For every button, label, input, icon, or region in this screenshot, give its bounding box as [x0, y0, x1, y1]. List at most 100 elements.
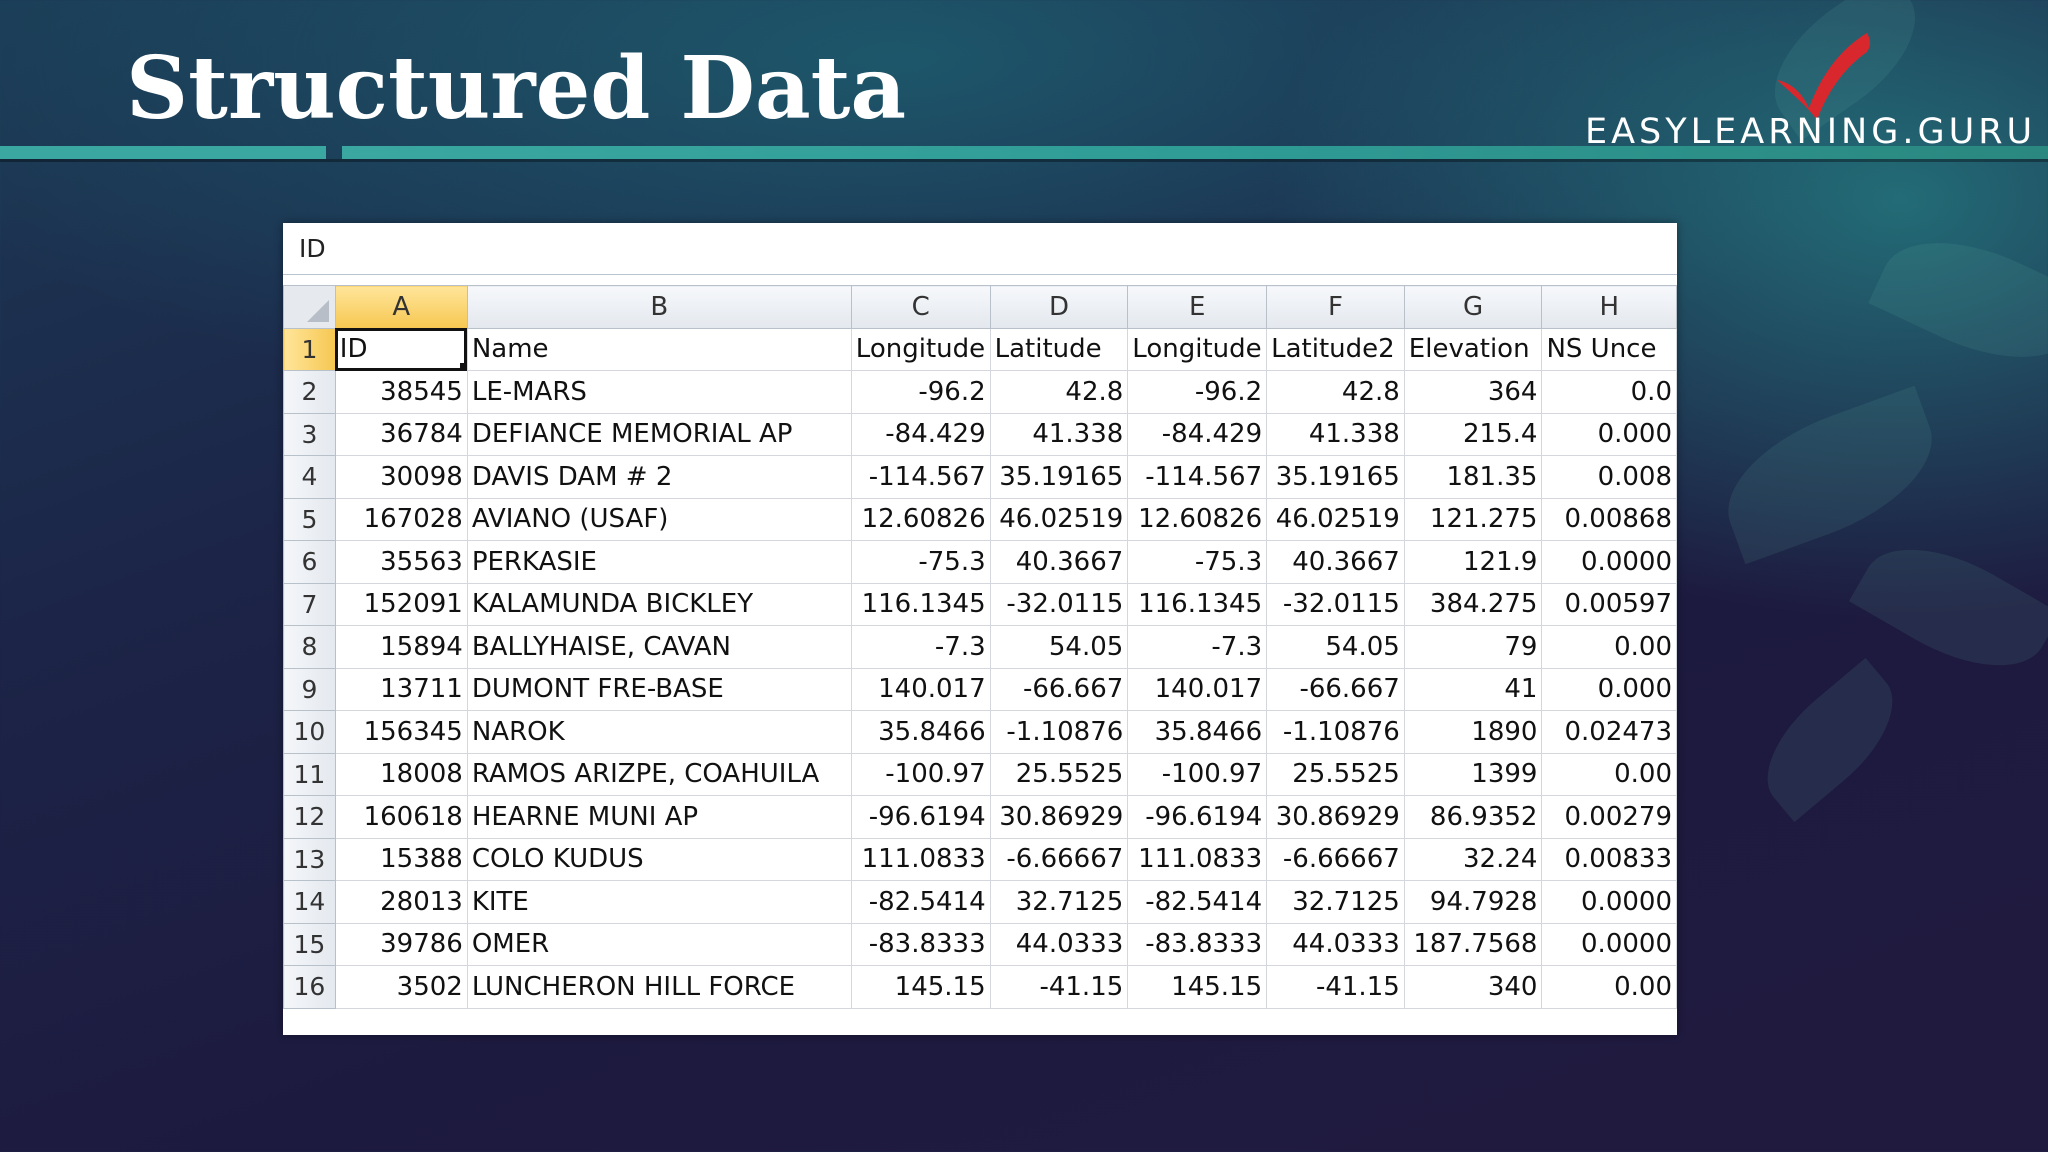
row-header[interactable]: 1 [283, 327, 336, 371]
cell-d6[interactable]: 40.3667 [989, 540, 1129, 584]
cell-b6[interactable]: PERKASIE [466, 540, 852, 584]
cell-h14[interactable]: 0.0000 [1541, 880, 1677, 924]
cell-d3[interactable]: 41.338 [989, 412, 1129, 456]
cell-c1[interactable]: Longitude [850, 327, 991, 371]
cell-a4[interactable]: 30098 [334, 455, 468, 499]
column-header-c[interactable]: C [850, 285, 991, 329]
cell-c12[interactable]: -96.6194 [850, 795, 991, 839]
cell-g5[interactable]: 121.275 [1403, 497, 1543, 541]
cell-g13[interactable]: 32.24 [1403, 837, 1543, 881]
cell-h7[interactable]: 0.00597 [1541, 582, 1677, 626]
cell-d7[interactable]: -32.0115 [989, 582, 1129, 626]
cell-h11[interactable]: 0.00 [1541, 752, 1677, 796]
cell-c15[interactable]: -83.8333 [850, 922, 991, 966]
column-header-d[interactable]: D [989, 285, 1129, 329]
cell-e3[interactable]: -84.429 [1127, 412, 1268, 456]
cell-a7[interactable]: 152091 [334, 582, 468, 626]
cell-b12[interactable]: HEARNE MUNI AP [466, 795, 852, 839]
cell-c9[interactable]: 140.017 [850, 667, 991, 711]
row-header[interactable]: 16 [283, 965, 336, 1009]
column-header-g[interactable]: G [1403, 285, 1543, 329]
cell-a3[interactable]: 36784 [334, 412, 468, 456]
cell-h16[interactable]: 0.00 [1541, 965, 1677, 1009]
row-header[interactable]: 6 [283, 540, 336, 584]
row-header[interactable]: 5 [283, 497, 336, 541]
cell-d10[interactable]: -1.10876 [989, 710, 1129, 754]
cell-c5[interactable]: 12.60826 [850, 497, 991, 541]
select-all-corner[interactable] [283, 285, 336, 329]
cell-f11[interactable]: 25.5525 [1266, 752, 1405, 796]
cell-a2[interactable]: 38545 [334, 370, 468, 414]
cell-g9[interactable]: 41 [1403, 667, 1543, 711]
cell-c6[interactable]: -75.3 [850, 540, 991, 584]
row-header[interactable]: 15 [283, 922, 336, 966]
cell-e5[interactable]: 12.60826 [1127, 497, 1268, 541]
cell-c14[interactable]: -82.5414 [850, 880, 991, 924]
cell-a1[interactable]: ID [334, 327, 468, 371]
cell-c16[interactable]: 145.15 [850, 965, 991, 1009]
row-header[interactable]: 3 [283, 412, 336, 456]
cell-e12[interactable]: -96.6194 [1127, 795, 1268, 839]
cell-h10[interactable]: 0.02473 [1541, 710, 1677, 754]
cell-e11[interactable]: -100.97 [1127, 752, 1268, 796]
cell-c11[interactable]: -100.97 [850, 752, 991, 796]
cell-e10[interactable]: 35.8466 [1127, 710, 1268, 754]
row-header[interactable]: 8 [283, 625, 336, 669]
cell-e15[interactable]: -83.8333 [1127, 922, 1268, 966]
cell-g14[interactable]: 94.7928 [1403, 880, 1543, 924]
cell-f15[interactable]: 44.0333 [1266, 922, 1405, 966]
cell-b13[interactable]: COLO KUDUS [466, 837, 852, 881]
cell-g12[interactable]: 86.9352 [1403, 795, 1543, 839]
cell-b3[interactable]: DEFIANCE MEMORIAL AP [466, 412, 852, 456]
cell-d12[interactable]: 30.86929 [989, 795, 1129, 839]
cell-b10[interactable]: NAROK [466, 710, 852, 754]
cell-a12[interactable]: 160618 [334, 795, 468, 839]
cell-c4[interactable]: -114.567 [850, 455, 991, 499]
cell-a6[interactable]: 35563 [334, 540, 468, 584]
cell-a9[interactable]: 13711 [334, 667, 468, 711]
cell-f3[interactable]: 41.338 [1266, 412, 1405, 456]
row-header[interactable]: 7 [283, 582, 336, 626]
cell-h1[interactable]: NS Unce [1541, 327, 1677, 371]
cell-b4[interactable]: DAVIS DAM # 2 [466, 455, 852, 499]
cell-d5[interactable]: 46.02519 [989, 497, 1129, 541]
cell-f12[interactable]: 30.86929 [1266, 795, 1405, 839]
column-header-a[interactable]: A [334, 285, 468, 329]
cell-b5[interactable]: AVIANO (USAF) [466, 497, 852, 541]
cell-c3[interactable]: -84.429 [850, 412, 991, 456]
fill-handle[interactable] [459, 363, 467, 370]
cell-e1[interactable]: Longitude [1127, 327, 1268, 371]
cell-c13[interactable]: 111.0833 [850, 837, 991, 881]
cell-h13[interactable]: 0.00833 [1541, 837, 1677, 881]
cell-e9[interactable]: 140.017 [1127, 667, 1268, 711]
cell-e8[interactable]: -7.3 [1127, 625, 1268, 669]
cell-h3[interactable]: 0.000 [1541, 412, 1677, 456]
cell-g1[interactable]: Elevation [1403, 327, 1543, 371]
cell-f2[interactable]: 42.8 [1266, 370, 1405, 414]
cell-e6[interactable]: -75.3 [1127, 540, 1268, 584]
row-header[interactable]: 14 [283, 880, 336, 924]
cell-h15[interactable]: 0.0000 [1541, 922, 1677, 966]
cell-c10[interactable]: 35.8466 [850, 710, 991, 754]
column-header-h[interactable]: H [1541, 285, 1677, 329]
cell-d4[interactable]: 35.19165 [989, 455, 1129, 499]
cell-d2[interactable]: 42.8 [989, 370, 1129, 414]
cell-d11[interactable]: 25.5525 [989, 752, 1129, 796]
cell-h8[interactable]: 0.00 [1541, 625, 1677, 669]
cell-g11[interactable]: 1399 [1403, 752, 1543, 796]
cell-a11[interactable]: 18008 [334, 752, 468, 796]
cell-b15[interactable]: OMER [466, 922, 852, 966]
cell-f16[interactable]: -41.15 [1266, 965, 1405, 1009]
cell-g16[interactable]: 340 [1403, 965, 1543, 1009]
cell-a10[interactable]: 156345 [334, 710, 468, 754]
column-header-b[interactable]: B [466, 285, 852, 329]
cell-f5[interactable]: 46.02519 [1266, 497, 1405, 541]
cell-c7[interactable]: 116.1345 [850, 582, 991, 626]
cell-g3[interactable]: 215.4 [1403, 412, 1543, 456]
cell-h12[interactable]: 0.00279 [1541, 795, 1677, 839]
cell-f4[interactable]: 35.19165 [1266, 455, 1405, 499]
cell-a16[interactable]: 3502 [334, 965, 468, 1009]
cell-e7[interactable]: 116.1345 [1127, 582, 1268, 626]
cell-h4[interactable]: 0.008 [1541, 455, 1677, 499]
cell-a15[interactable]: 39786 [334, 922, 468, 966]
